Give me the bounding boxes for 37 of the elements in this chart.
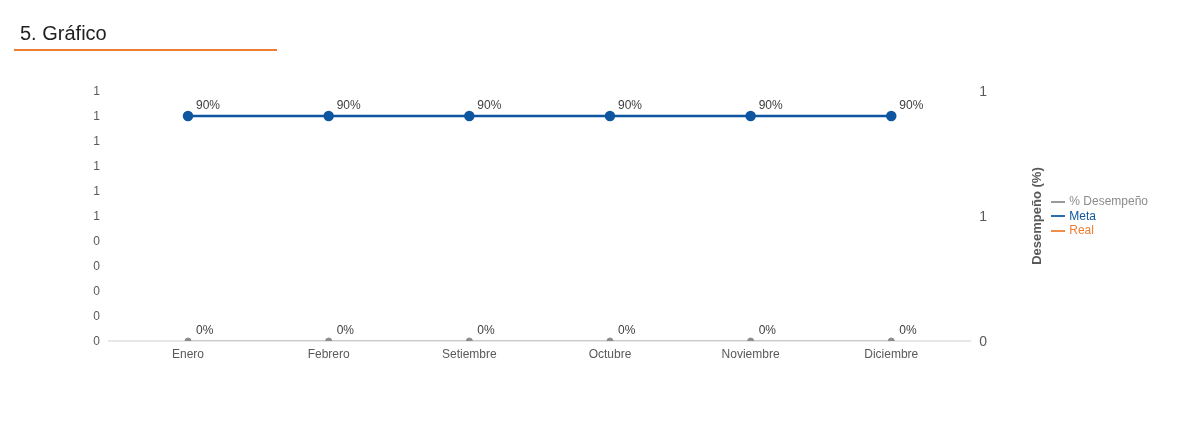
data-label: 0% bbox=[758, 323, 777, 337]
data-label: 0% bbox=[899, 323, 917, 337]
y2-tick-label: 1 bbox=[979, 82, 988, 99]
data-label: 90% bbox=[477, 98, 502, 112]
x-tick-label: Octubre bbox=[588, 346, 632, 361]
y-tick-label: 0 bbox=[93, 234, 101, 249]
x-tick-label: Noviembre bbox=[721, 346, 780, 361]
x-tick-label: Diciembre bbox=[864, 346, 919, 361]
data-label: 0% bbox=[336, 323, 355, 337]
y-tick-label: 0 bbox=[93, 259, 101, 274]
legend-label: Real bbox=[1069, 223, 1094, 238]
data-label: 90% bbox=[196, 98, 221, 112]
y-tick-label: 1 bbox=[93, 159, 101, 174]
y-tick-label: 0 bbox=[93, 309, 101, 324]
data-label: 90% bbox=[899, 98, 924, 112]
y-tick-label: 1 bbox=[93, 109, 101, 124]
y2-tick-label: 1 bbox=[979, 207, 988, 224]
y-tick-label: 1 bbox=[93, 84, 101, 99]
data-label: 90% bbox=[758, 98, 783, 112]
legend-label: % Desempeño bbox=[1069, 193, 1148, 208]
y-tick-label: 1 bbox=[93, 184, 101, 199]
chart-title: 5. Gráfico bbox=[14, 8, 277, 51]
x-tick-label: Enero bbox=[171, 346, 205, 361]
data-label: 0% bbox=[477, 323, 495, 337]
data-label: 0% bbox=[196, 323, 214, 337]
y2-axis-title: Desempeño (%) bbox=[1028, 167, 1044, 265]
y-tick-label: 0 bbox=[93, 334, 101, 349]
x-tick-label: Febrero bbox=[307, 346, 350, 361]
y-tick-label: 0 bbox=[93, 284, 101, 299]
data-label: 90% bbox=[336, 98, 361, 112]
data-label: 0% bbox=[617, 323, 636, 337]
x-tick-label: Setiembre bbox=[441, 346, 497, 361]
legend-label: Meta bbox=[1069, 208, 1096, 223]
y2-tick-label: 0 bbox=[979, 332, 988, 349]
y-tick-label: 1 bbox=[93, 209, 101, 224]
y-tick-label: 1 bbox=[93, 134, 101, 149]
data-label: 90% bbox=[617, 98, 643, 112]
